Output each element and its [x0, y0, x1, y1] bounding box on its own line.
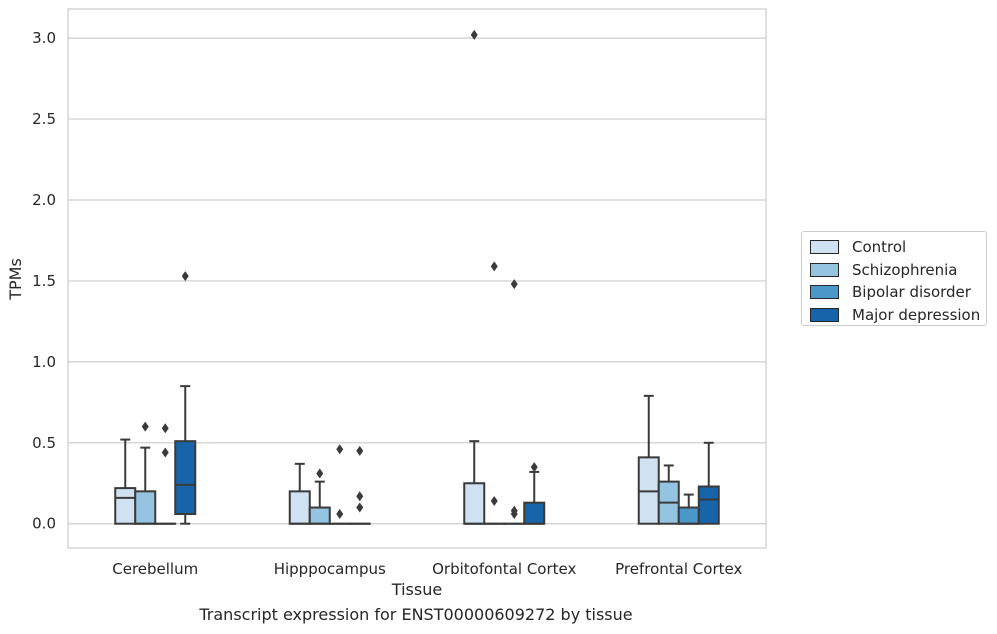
box-body — [174, 440, 197, 516]
box-major-depression — [697, 441, 720, 525]
x-tick-label: Orbitofontal Cortex — [432, 560, 576, 578]
outlier-point — [510, 279, 518, 290]
outlier-point — [336, 444, 344, 455]
outlier-point — [510, 505, 518, 516]
legend-label: Schizophrenia — [852, 260, 958, 279]
y-tick-label: 1.0 — [32, 353, 56, 371]
box-body — [134, 490, 157, 525]
plot-area — [114, 29, 720, 525]
box-body — [523, 501, 546, 525]
y-tick-label: 3.0 — [32, 29, 56, 47]
box-major-depression — [348, 445, 371, 525]
legend-label: Control — [852, 238, 907, 257]
box-bipolar-disorder — [677, 493, 700, 525]
box-schizophrenia — [308, 468, 331, 525]
y-tick-label: 0.5 — [32, 434, 56, 452]
outlier-point — [470, 29, 478, 40]
outlier-point — [356, 445, 364, 456]
outlier-point — [181, 271, 189, 282]
outlier-point — [161, 423, 169, 434]
plot-frame — [67, 8, 767, 549]
box-control — [288, 462, 311, 525]
legend-label: Bipolar disorder — [852, 283, 971, 302]
box-body — [114, 487, 137, 525]
outlier-point — [356, 502, 364, 513]
x-axis-label: Tissue — [391, 580, 442, 599]
outlier-point — [356, 491, 364, 502]
box-major-depression — [174, 271, 197, 525]
box-body — [308, 506, 331, 525]
y-tick-label: 1.5 — [32, 272, 56, 290]
legend-swatch — [810, 285, 839, 300]
legend-label: Major depression — [852, 305, 981, 324]
legend-item: Major depression — [810, 304, 986, 327]
legend-item: Control — [810, 236, 986, 259]
box-control — [463, 29, 486, 525]
y-tick-label: 2.5 — [32, 110, 56, 128]
outlier-point — [161, 447, 169, 458]
chart-caption: Transcript expression for ENST0000060927… — [199, 605, 633, 624]
legend-item: Schizophrenia — [810, 259, 986, 282]
y-axis-label: TPMs — [6, 258, 25, 301]
x-tick-label: Hipppocampus — [274, 560, 386, 578]
legend: Control Schizophrenia Bipolar disorder Majo… — [801, 231, 987, 326]
box-body — [463, 482, 486, 525]
x-tick-label: Cerebellum — [112, 560, 198, 578]
box-control — [637, 394, 660, 525]
box-bipolar-disorder — [503, 279, 526, 525]
legend-swatch — [810, 262, 839, 277]
x-tick-label: Prefrontal Cortex — [615, 560, 742, 578]
outlier-point — [336, 509, 344, 520]
box-schizophrenia — [134, 421, 157, 525]
outlier-point — [530, 462, 538, 473]
box-body — [677, 506, 700, 525]
y-tick-label: 2.0 — [32, 191, 56, 209]
box-bipolar-disorder — [154, 423, 177, 525]
outlier-point — [141, 421, 149, 432]
box-schizophrenia — [657, 464, 680, 525]
legend-swatch — [810, 307, 839, 322]
outlier-point — [316, 468, 324, 479]
outlier-point — [490, 261, 498, 272]
box-control — [114, 438, 137, 525]
gridlines — [68, 37, 766, 525]
box-bipolar-disorder — [328, 444, 351, 525]
legend-item: Bipolar disorder — [810, 281, 986, 304]
x-tick-labels: Cerebellum Hipppocampus Orbitofontal Corte… — [112, 560, 742, 578]
outlier-point — [490, 496, 498, 507]
box-body — [697, 485, 720, 525]
y-tick-labels: 0.0 0.5 1.0 1.5 2.0 2.5 3.0 — [32, 29, 56, 533]
box-major-depression — [523, 462, 546, 525]
box-body — [288, 490, 311, 525]
legend-swatch — [810, 240, 839, 255]
box-schizophrenia — [483, 261, 506, 525]
y-tick-label: 0.0 — [32, 515, 56, 533]
